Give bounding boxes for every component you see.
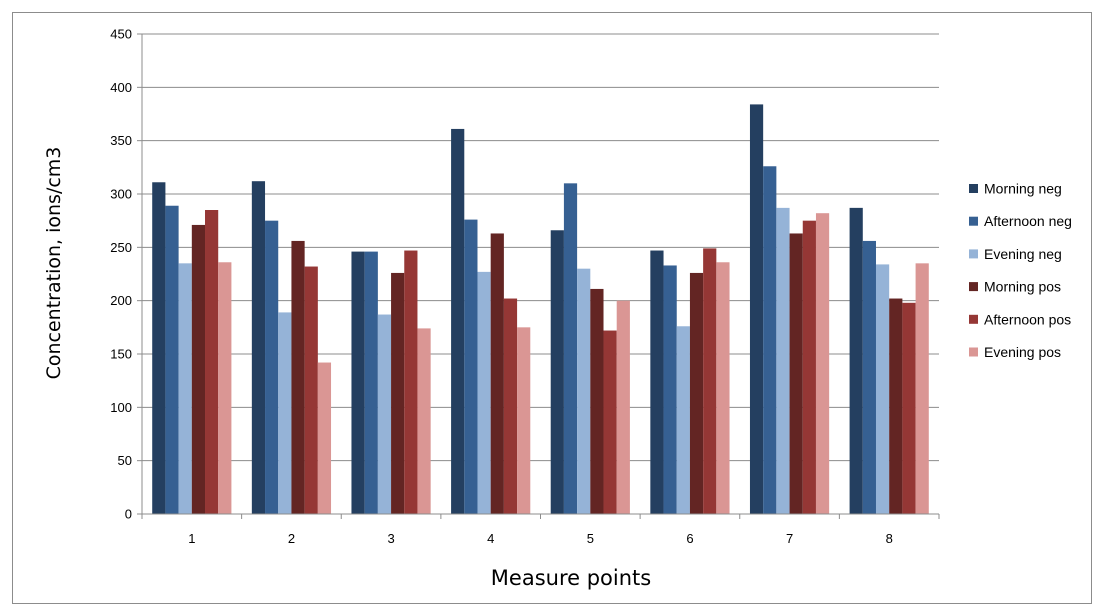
legend-label: Afternoon neg [984, 213, 1072, 229]
bar-morning-pos [789, 233, 803, 514]
bar-evening-neg [278, 312, 292, 514]
y-tick-label: 100 [110, 400, 132, 415]
bar-evening-pos [716, 262, 730, 514]
legend-swatch [969, 314, 978, 324]
bar-morning-neg [251, 181, 266, 514]
bar-afternoon-pos [802, 220, 816, 514]
bar-morning-neg [650, 250, 664, 515]
x-tick-label: 4 [487, 531, 494, 546]
bar-morning-pos [391, 272, 405, 514]
bar-evening-pos [815, 213, 830, 514]
bar-morning-neg [550, 230, 564, 514]
legend-label: Afternoon pos [984, 311, 1071, 327]
bar-morning-pos [590, 288, 604, 514]
legend-label: Morning neg [984, 181, 1062, 197]
legend-label: Morning pos [984, 279, 1061, 295]
legend-swatch [969, 347, 978, 357]
y-tick-label: 350 [110, 133, 132, 148]
x-tick-label: 6 [686, 531, 693, 546]
bar-morning-pos [191, 224, 206, 514]
y-tick-label: 300 [110, 187, 132, 202]
x-tick-label: 3 [387, 531, 394, 546]
legend-swatch [969, 216, 978, 226]
x-tick-label: 2 [288, 531, 295, 546]
bar-evening-neg [377, 314, 392, 514]
bar-afternoon-neg [364, 251, 378, 514]
legend-label: Evening neg [984, 246, 1062, 262]
bar-evening-pos [317, 362, 332, 514]
bar-evening-neg [178, 263, 192, 514]
bar-evening-neg [776, 207, 790, 514]
bar-afternoon-pos [304, 266, 318, 514]
y-tick-label: 200 [110, 293, 132, 308]
bar-evening-neg [477, 271, 491, 514]
x-tick-label: 7 [786, 531, 793, 546]
bar-afternoon-neg [165, 205, 179, 514]
bar-morning-neg [451, 128, 465, 514]
bar-evening-neg [577, 268, 591, 514]
bar-afternoon-pos [603, 330, 617, 514]
y-tick-labels: 0 50 100 150 200 250 300 350 400 450 [110, 27, 132, 522]
bar-evening-pos [915, 263, 929, 514]
bar-morning-neg [749, 104, 764, 515]
bar-afternoon-pos [703, 248, 717, 514]
legend-label: Evening pos [984, 344, 1061, 360]
y-tick-label: 0 [125, 507, 132, 522]
bar-evening-pos [616, 300, 630, 514]
bar-morning-neg [351, 251, 365, 514]
x-tick-label: 1 [188, 531, 195, 546]
legend-swatch [969, 249, 978, 259]
bar-afternoon-pos [503, 298, 518, 514]
bar-morning-neg [152, 182, 166, 514]
legend: Morning neg Afternoon neg Evening neg Morni… [969, 181, 1072, 360]
bar-evening-neg [676, 326, 690, 514]
x-tick-labels: 1 2 3 4 5 6 7 8 [188, 531, 893, 546]
y-tick-label: 150 [110, 347, 132, 362]
bar-morning-pos [889, 298, 903, 514]
bar-afternoon-neg [862, 240, 876, 514]
bar-afternoon-neg [763, 166, 777, 514]
bar-morning-pos [689, 272, 704, 514]
legend-swatch [969, 282, 978, 292]
bar-evening-pos [218, 262, 232, 514]
axes [141, 34, 940, 519]
bar-morning-neg [849, 207, 863, 514]
x-axis-title: Measure points [491, 566, 651, 590]
bar-afternoon-pos [205, 210, 219, 514]
bar-afternoon-neg [563, 183, 578, 515]
y-tick-label: 400 [110, 80, 132, 95]
bar-morning-pos [291, 240, 305, 514]
bar-evening-neg [875, 264, 890, 514]
x-tick-label: 5 [587, 531, 594, 546]
bar-afternoon-neg [265, 220, 279, 514]
bar-afternoon-pos [902, 302, 916, 514]
y-tick-label: 50 [118, 453, 132, 468]
x-tick-label: 8 [886, 531, 893, 546]
bar-afternoon-pos [404, 250, 418, 515]
y-tick-label: 250 [110, 240, 132, 255]
chart-frame: 0 50 100 150 200 250 300 350 400 450 1 2 3 4 5 6 7 8 Mea… [12, 12, 1092, 604]
bar-afternoon-neg [464, 219, 478, 514]
legend-swatch [969, 184, 978, 193]
bar-evening-pos [517, 327, 531, 514]
bar-chart: 0 50 100 150 200 250 300 350 400 450 1 2 3 4 5 6 7 8 Mea… [43, 27, 1072, 591]
bar-morning-pos [490, 233, 504, 514]
y-tick-label: 450 [110, 27, 132, 42]
bar-evening-pos [417, 328, 431, 514]
bar-afternoon-neg [663, 265, 677, 514]
y-axis-title: Concentration, ions/cm3 [43, 147, 65, 380]
bars [152, 104, 929, 515]
